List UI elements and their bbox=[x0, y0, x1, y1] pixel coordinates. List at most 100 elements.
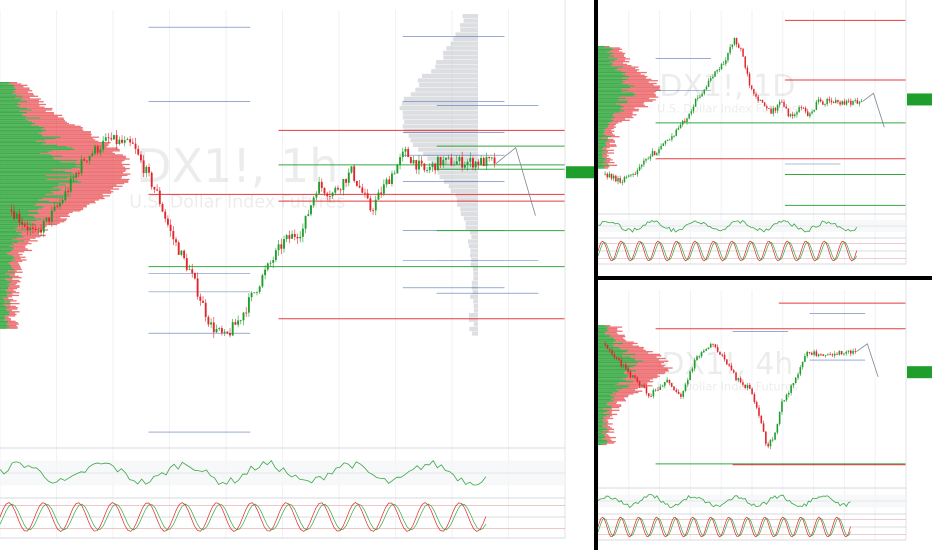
candle-up bbox=[688, 113, 690, 119]
volume-profile-bar-down bbox=[606, 159, 613, 161]
candle-up bbox=[725, 60, 727, 64]
candle-down bbox=[740, 47, 742, 49]
candle-up bbox=[709, 78, 712, 81]
volume-profile-bar-down bbox=[11, 249, 33, 252]
volume-profile-bar-up bbox=[0, 247, 14, 249]
volume-profile-bar-down bbox=[633, 95, 656, 97]
daily-chart-pane[interactable]: DX1!, 1D U.S. Dollar Index Futures bbox=[598, 0, 932, 276]
volume-profile-bar-up bbox=[598, 138, 608, 141]
volume-profile-bar-up bbox=[598, 145, 607, 147]
volume-profile-bar-up bbox=[598, 337, 614, 339]
session-volume-bar bbox=[473, 299, 478, 304]
volume-profile-bar-up bbox=[598, 390, 619, 392]
volume-profile-bar-down bbox=[4, 298, 14, 301]
volume-profile-bar-down bbox=[609, 413, 618, 416]
candle-up bbox=[794, 114, 796, 116]
volume-profile-bar-down bbox=[602, 419, 608, 421]
volume-profile-bar-down bbox=[608, 164, 618, 166]
candle-down bbox=[765, 431, 767, 444]
volume-profile-bar-down bbox=[602, 438, 611, 440]
candle-down bbox=[13, 211, 15, 219]
volume-profile-bar-down bbox=[617, 67, 636, 70]
candle-down bbox=[423, 163, 426, 171]
volume-profile-bar-up bbox=[598, 363, 621, 365]
volume-profile-bar-up bbox=[0, 263, 10, 265]
session-volume-bar bbox=[470, 253, 478, 258]
volume-profile-bar-down bbox=[39, 212, 70, 215]
candle-down bbox=[850, 350, 852, 354]
volume-profile-bar-up bbox=[598, 352, 624, 354]
volume-profile-bar-up bbox=[0, 199, 39, 201]
candle-down bbox=[719, 351, 721, 355]
volume-profile-bar-up bbox=[598, 82, 622, 85]
volume-profile-bar-down bbox=[609, 409, 620, 411]
candle-up bbox=[699, 96, 701, 98]
volume-profile-bar-up bbox=[598, 104, 621, 106]
volume-profile-bar-down bbox=[611, 121, 623, 123]
candle-up bbox=[385, 179, 388, 185]
candle-down bbox=[196, 278, 199, 297]
volume-profile-bar-down bbox=[25, 118, 65, 121]
candle-up bbox=[431, 163, 434, 167]
candle-up bbox=[126, 139, 129, 141]
daily-chart-svg[interactable]: DX1!, 1DU.S. Dollar Index Futures bbox=[598, 0, 932, 276]
candle-down bbox=[245, 312, 248, 314]
volume-profile-bar-down bbox=[636, 370, 669, 372]
4h-chart-svg[interactable]: DX1!, 4hU.S. Dollar Index Futures bbox=[598, 280, 932, 550]
volume-profile-bar-down bbox=[617, 58, 631, 60]
volume-profile-bar-up bbox=[0, 155, 63, 157]
session-volume-bar bbox=[469, 326, 478, 331]
volume-profile-bar-down bbox=[41, 207, 84, 209]
volume-profile-bar-up bbox=[0, 165, 77, 167]
candle-down bbox=[670, 383, 673, 387]
volume-profile-bar-up bbox=[0, 172, 72, 174]
candle-down bbox=[293, 234, 296, 237]
candle-up bbox=[781, 401, 783, 412]
volume-profile-bar-up bbox=[598, 325, 606, 327]
pane-divider-horizontal[interactable] bbox=[598, 276, 932, 280]
candle-up bbox=[804, 356, 806, 362]
volume-profile-bar-down bbox=[7, 279, 20, 282]
volume-profile-bar-down bbox=[606, 423, 613, 425]
candle-down bbox=[608, 348, 611, 351]
candle-down bbox=[156, 189, 159, 191]
candle-up bbox=[301, 228, 304, 237]
volume-profile-bar-up bbox=[0, 129, 47, 132]
volume-profile-bar-down bbox=[3, 297, 9, 299]
volume-profile-bar-up bbox=[0, 290, 7, 292]
volume-profile-bar-down bbox=[607, 442, 615, 444]
volume-profile-bar-down bbox=[6, 309, 13, 312]
last-price-badge bbox=[907, 93, 932, 106]
volume-profile-bar-down bbox=[612, 47, 621, 49]
volume-profile-bar-up bbox=[598, 69, 616, 71]
4h-chart-pane[interactable]: DX1!, 4h U.S. Dollar Index Futures bbox=[598, 280, 932, 550]
volume-profile-bar-down bbox=[9, 263, 20, 265]
volume-profile-bar-up bbox=[0, 252, 7, 254]
volume-profile-bar-down bbox=[629, 367, 673, 369]
hourly-chart-svg[interactable]: DX1!, 1hU.S. Dollar Index Futures bbox=[0, 0, 594, 550]
candle-up bbox=[681, 120, 684, 125]
hourly-chart-pane[interactable]: DX1!, 1h U.S. Dollar Index Futures bbox=[0, 0, 594, 550]
candle-up bbox=[737, 378, 740, 381]
volume-profile-bar-down bbox=[613, 337, 623, 339]
volume-profile-bar-up bbox=[598, 338, 615, 341]
volume-profile-bar-down bbox=[17, 105, 40, 107]
stoch-d-line bbox=[598, 517, 851, 537]
volume-profile-bar-down bbox=[614, 112, 633, 115]
volume-profile-bar-up bbox=[0, 185, 58, 187]
volume-profile-bar-down bbox=[626, 71, 647, 74]
volume-profile-bar-up bbox=[598, 134, 607, 136]
volume-profile-bar-down bbox=[622, 73, 641, 75]
session-volume-bar bbox=[473, 276, 478, 281]
candle-down bbox=[746, 67, 749, 74]
candle-down bbox=[280, 244, 283, 249]
pane-divider-vertical[interactable] bbox=[594, 0, 598, 550]
candle-down bbox=[748, 73, 751, 86]
volume-profile-bar-up bbox=[0, 248, 14, 250]
candle-down bbox=[175, 239, 177, 243]
candle-up bbox=[651, 151, 654, 157]
volume-profile-bar-up bbox=[0, 103, 21, 106]
candle-down bbox=[723, 354, 726, 360]
volume-profile-bar-up bbox=[0, 176, 77, 178]
volume-profile-bar-down bbox=[38, 199, 99, 201]
